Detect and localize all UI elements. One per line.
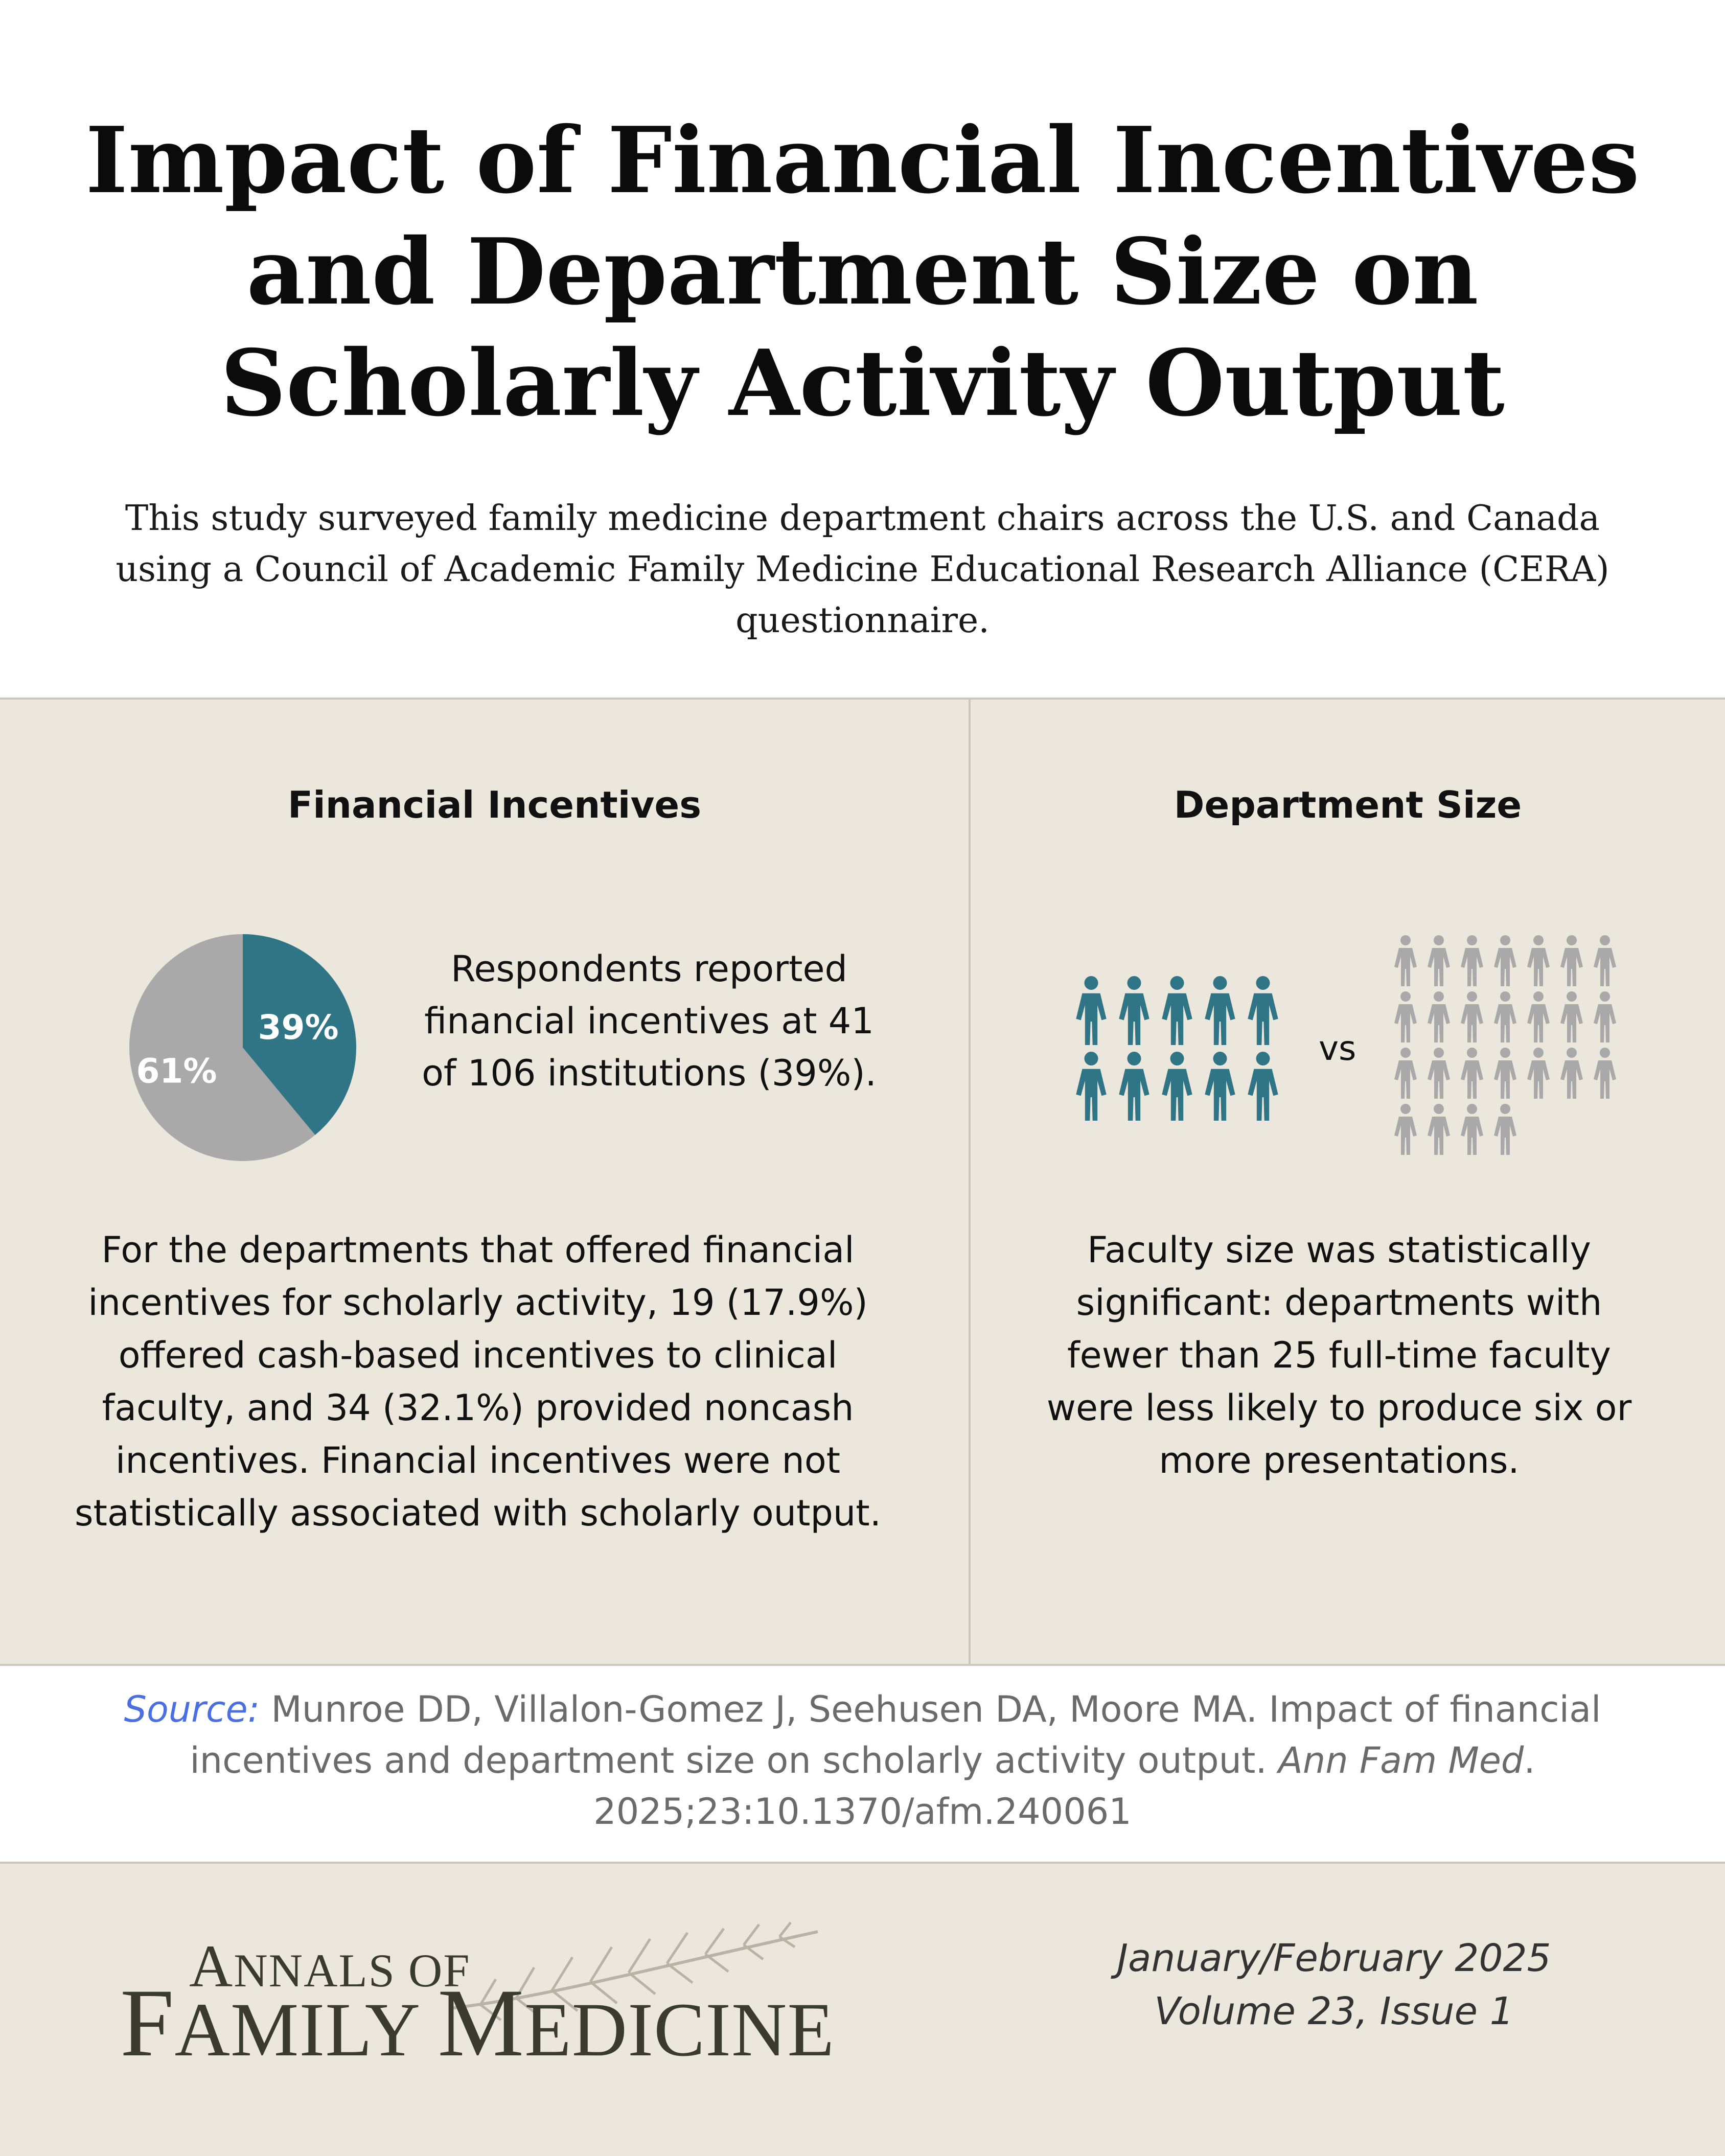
person-icon xyxy=(1560,991,1583,1042)
person-icon xyxy=(1394,991,1417,1042)
person-icon xyxy=(1119,976,1149,1045)
small-department-people-icons xyxy=(1076,976,1278,1121)
person-icon xyxy=(1461,991,1483,1042)
pie-description: Respondents reported financial incentive… xyxy=(422,948,877,1094)
person-icon xyxy=(1494,935,1516,986)
person-icon xyxy=(1394,1104,1417,1155)
person-icon xyxy=(1594,1048,1616,1099)
source-text: Munroe DD, Villalon-Gomez J, Seehusen DA… xyxy=(190,1688,1601,1781)
person-icon xyxy=(1527,991,1550,1042)
person-icon xyxy=(1428,1048,1450,1099)
person-icon xyxy=(1076,976,1107,1045)
title-line-1: Impact of Financial Incentives xyxy=(85,107,1640,214)
person-icon xyxy=(1527,1048,1550,1099)
department-size-heading: Department Size xyxy=(1174,783,1522,826)
fern-leaf-icon xyxy=(449,1921,818,2021)
person-icon xyxy=(1428,1104,1450,1155)
person-icon xyxy=(1162,1052,1192,1121)
title-line-2: and Department Size on xyxy=(246,218,1479,325)
person-icon xyxy=(1428,991,1450,1042)
source-label: Source xyxy=(124,1688,248,1730)
person-icon xyxy=(1162,976,1192,1045)
source-citation: Source: Munroe DD, Villalon-Gomez J, See… xyxy=(77,1684,1648,1837)
person-icon xyxy=(1494,1048,1516,1099)
person-icon xyxy=(1119,1052,1149,1121)
vs-label: vs xyxy=(1319,1029,1356,1068)
person-icon xyxy=(1461,1048,1483,1099)
financial-paragraph: For the departments that offered financi… xyxy=(74,1229,881,1534)
person-icon xyxy=(1076,1052,1107,1121)
person-icon xyxy=(1394,935,1417,986)
title-line-3: Scholarly Activity Output xyxy=(220,330,1505,436)
person-icon xyxy=(1248,1052,1278,1121)
person-icon xyxy=(1560,1048,1583,1099)
pie-slice-61 xyxy=(129,934,315,1161)
issue-volume: Volume 23, Issue 1 xyxy=(1154,1989,1514,2033)
pie-label-39: 39% xyxy=(258,1008,339,1047)
source-band xyxy=(0,1666,1725,1862)
person-icon xyxy=(1205,976,1235,1045)
person-icon xyxy=(1594,935,1616,986)
person-icon xyxy=(1527,935,1550,986)
footer xyxy=(0,1862,1725,2156)
content-panel xyxy=(0,698,1725,1666)
page-title: Impact of Financial Incentives and Depar… xyxy=(0,105,1725,439)
source-journal: Ann Fam Med xyxy=(1278,1740,1524,1781)
pie-label-61: 61% xyxy=(136,1052,217,1091)
intro-text: This study surveyed family medicine depa… xyxy=(116,498,1609,641)
large-department-people-icons xyxy=(1394,935,1616,1155)
person-icon xyxy=(1461,1104,1483,1155)
logo-annals-of: ANNALS OF xyxy=(189,1933,471,2000)
financial-incentives-heading: Financial Incentives xyxy=(287,783,702,826)
pie-slice-39 xyxy=(243,934,356,1135)
header xyxy=(0,0,1725,698)
person-icon xyxy=(1428,935,1450,986)
column-divider xyxy=(969,700,971,1664)
person-icon xyxy=(1248,976,1278,1045)
person-icon xyxy=(1494,991,1516,1042)
person-icon xyxy=(1394,1048,1417,1099)
issue-info: January/February 2025 Volume 23, Issue 1 xyxy=(1053,1932,1615,2038)
source-text-after: . 2025;23:10.1370/afm.240061 xyxy=(593,1740,1535,1833)
person-icon xyxy=(1494,1104,1516,1155)
person-icon xyxy=(1205,1052,1235,1121)
person-icon xyxy=(1594,991,1616,1042)
pie-chart: 39% 61% xyxy=(129,934,356,1161)
logo-family-medicine: FAMILY MEDICINE xyxy=(120,1969,835,2077)
issue-date: January/February 2025 xyxy=(1117,1936,1551,1980)
person-icon xyxy=(1560,935,1583,986)
person-icon xyxy=(1461,935,1483,986)
department-paragraph: Faculty size was statistically significa… xyxy=(1046,1229,1632,1481)
source-colon: : xyxy=(247,1688,260,1730)
